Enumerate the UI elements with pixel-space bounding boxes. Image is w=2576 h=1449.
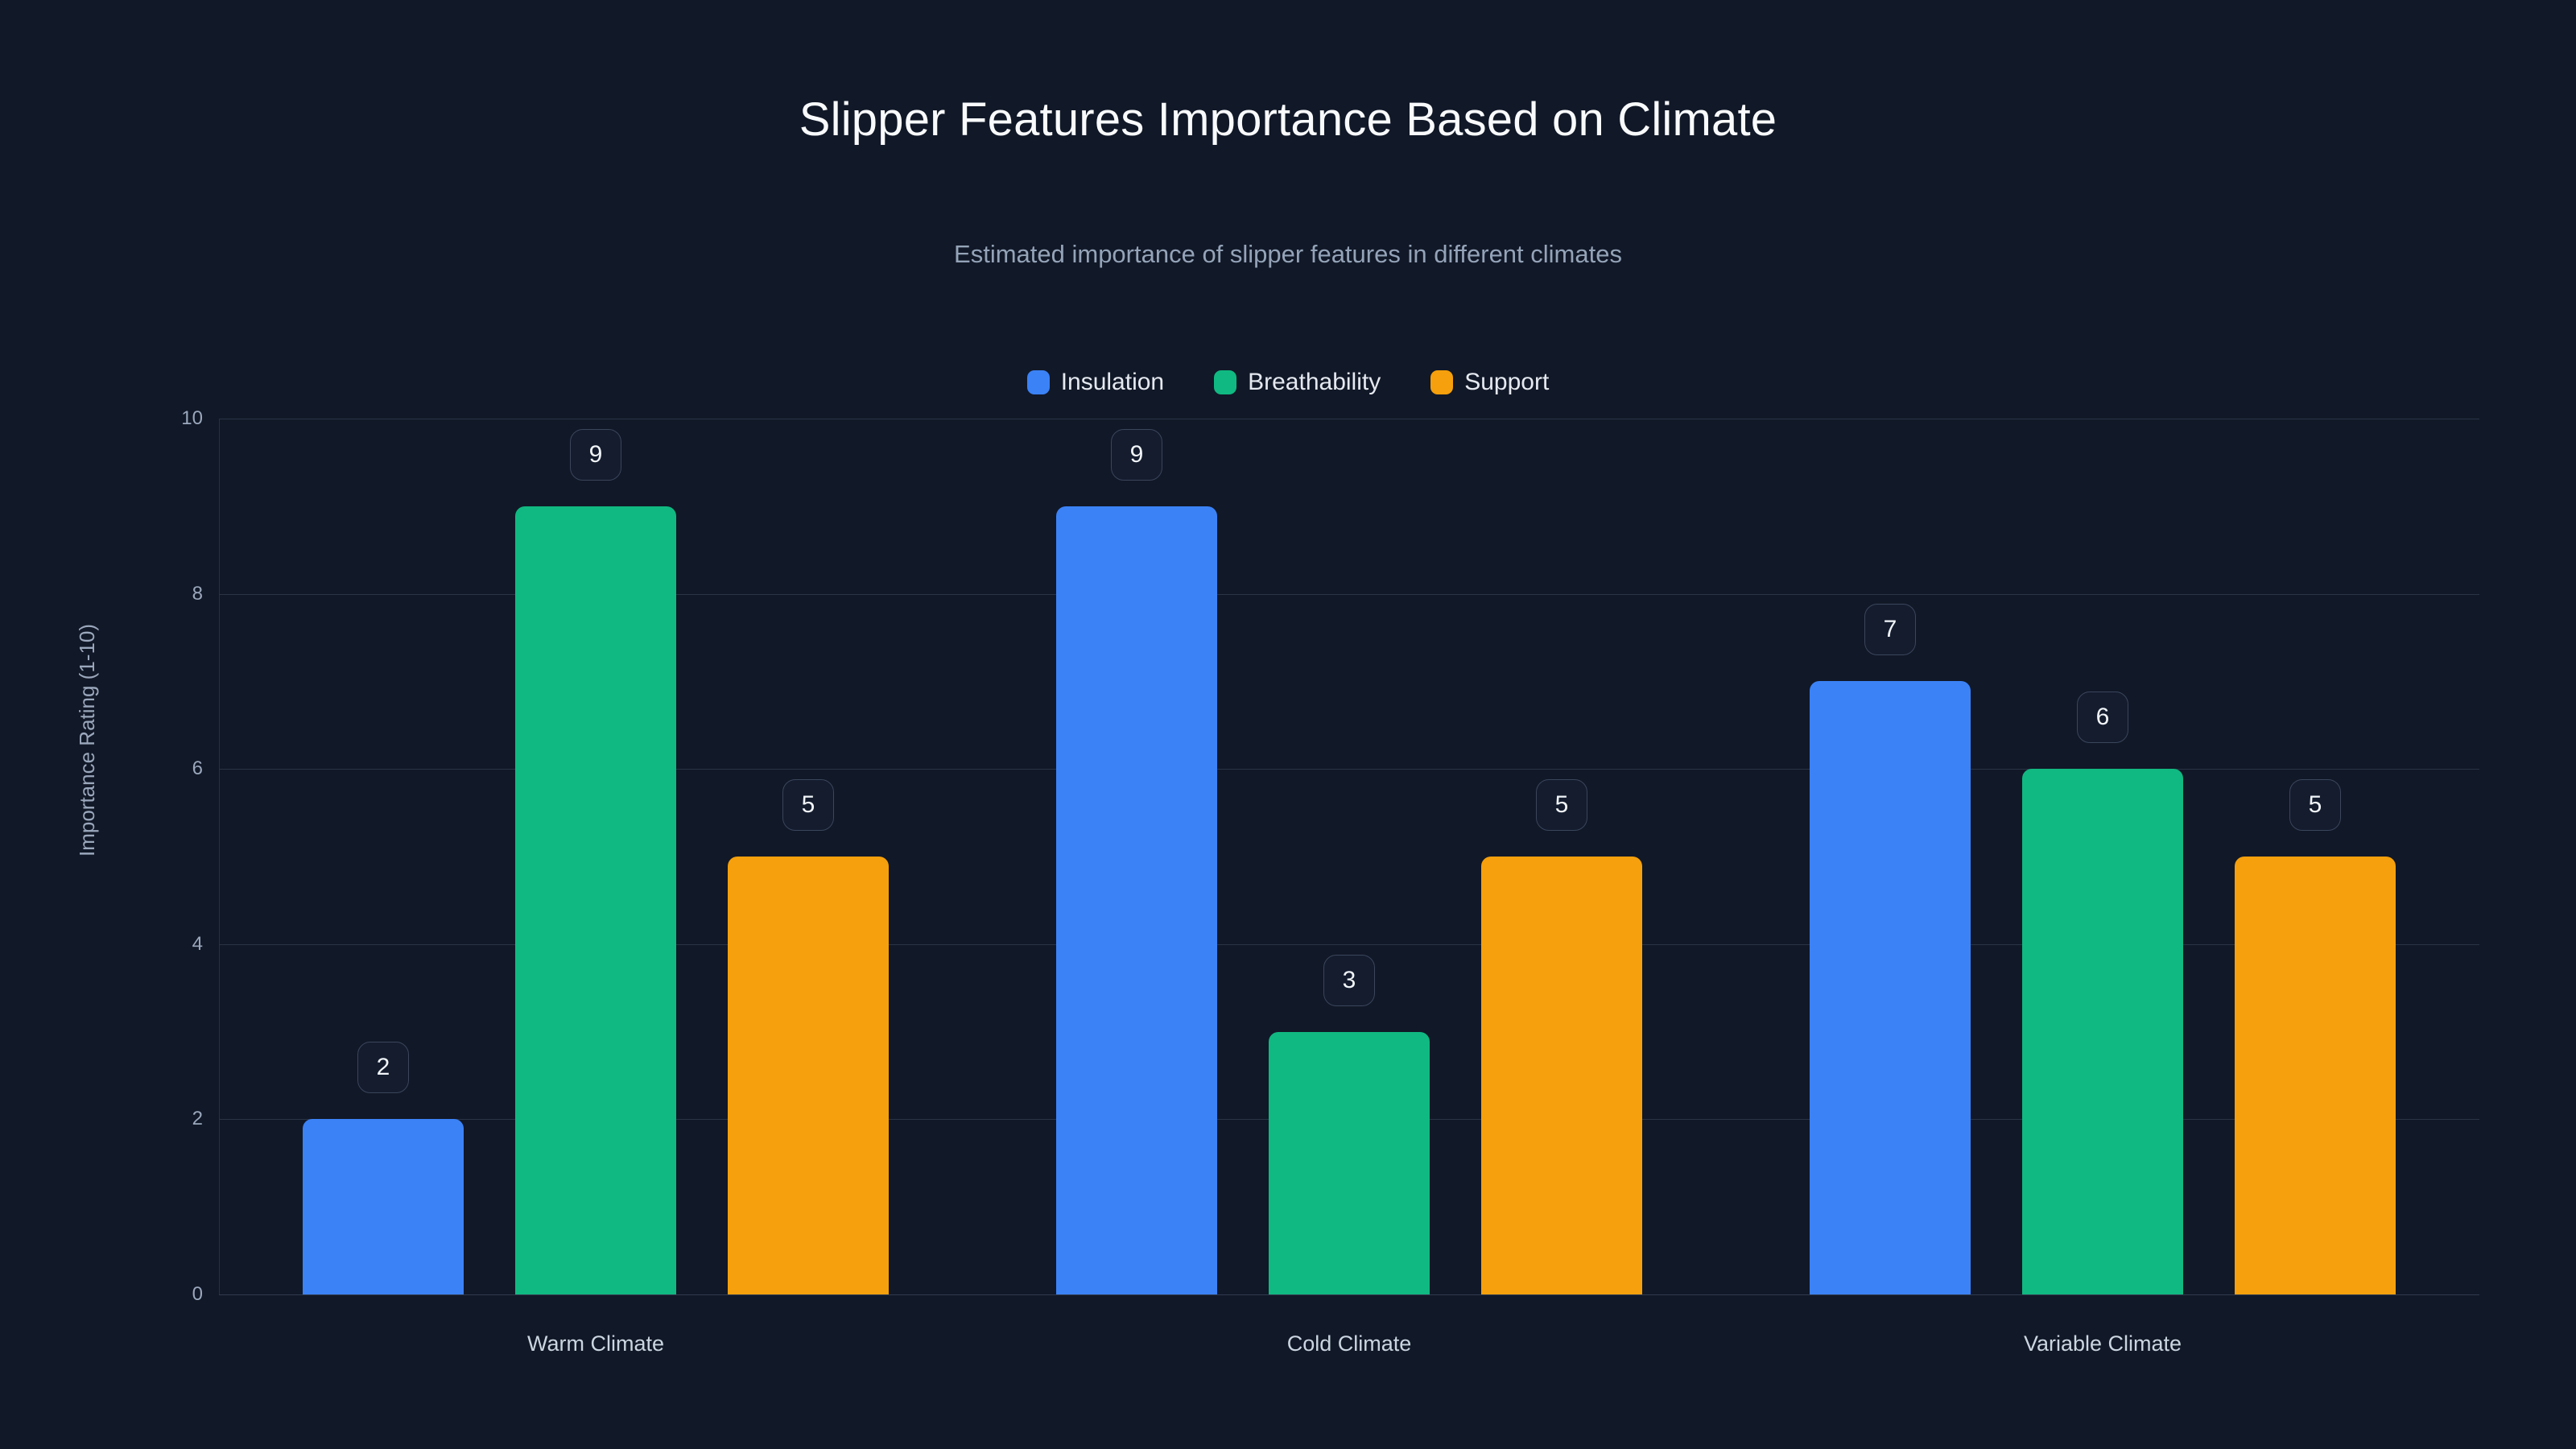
bar-value-badge: 5: [782, 779, 834, 831]
bar-value-badge: 2: [357, 1042, 409, 1094]
y-axis-tick-label: 6: [192, 758, 203, 780]
y-axis-tick-label: 4: [192, 932, 203, 955]
gridline: [219, 943, 2479, 945]
legend-item-breathability[interactable]: Breathability: [1214, 370, 1381, 394]
chart-title: Slipper Features Importance Based on Cli…: [799, 93, 1777, 146]
legend-swatch-icon: [1430, 370, 1454, 394]
gridline: [219, 593, 2479, 595]
bar-variable-climate-breathability[interactable]: [2022, 769, 2183, 1294]
plot-area: 2 9 5 9 3 5 7 6 5: [219, 419, 2479, 1295]
legend-item-support[interactable]: Support: [1430, 370, 1549, 394]
bar-variable-climate-support[interactable]: [2235, 857, 2396, 1294]
bar-value-badge: 5: [1536, 779, 1587, 831]
y-axis-title: Importance Rating (1-10): [75, 623, 99, 857]
y-axis-tick-label: 0: [192, 1283, 203, 1305]
x-axis-tick-label: Cold Climate: [1286, 1331, 1412, 1356]
bar-variable-climate-insulation[interactable]: [1810, 681, 1971, 1294]
y-axis-line: [219, 419, 220, 1294]
chart-legend: Insulation Breathability Support: [0, 370, 2576, 394]
legend-item-label: Support: [1464, 369, 1550, 395]
legend-swatch-icon: [1214, 370, 1237, 394]
gridline: [219, 1294, 2479, 1295]
bar-cold-climate-insulation[interactable]: [1056, 506, 1217, 1294]
bar-warm-climate-support[interactable]: [728, 857, 889, 1294]
x-axis-tick-label: Warm Climate: [526, 1331, 665, 1356]
legend-item-label: Breathability: [1248, 369, 1381, 395]
bar-value-badge: 7: [1864, 604, 1916, 656]
bar-value-badge: 3: [1323, 954, 1375, 1006]
bar-value-badge: 6: [2077, 691, 2128, 744]
y-axis-tick-label: 10: [181, 407, 203, 429]
gridline: [219, 769, 2479, 770]
bar-warm-climate-breathability[interactable]: [515, 506, 676, 1294]
bar-cold-climate-breathability[interactable]: [1269, 1031, 1430, 1294]
x-axis-tick-label: Variable Climate: [2023, 1331, 2182, 1356]
bar-warm-climate-insulation[interactable]: [303, 1119, 464, 1294]
bar-value-badge: 5: [2289, 779, 2341, 831]
y-axis-tick-label: 2: [192, 1108, 203, 1130]
legend-item-label: Insulation: [1060, 369, 1165, 395]
legend-item-insulation[interactable]: Insulation: [1026, 369, 1165, 395]
y-axis-tick-label: 8: [192, 582, 203, 605]
bar-value-badge: 9: [570, 428, 621, 481]
chart-subtitle: Estimated importance of slipper features…: [954, 240, 1622, 268]
bar-cold-climate-support[interactable]: [1481, 857, 1642, 1294]
bar-value-badge: 9: [1111, 428, 1162, 481]
legend-swatch-icon: [1026, 370, 1050, 394]
